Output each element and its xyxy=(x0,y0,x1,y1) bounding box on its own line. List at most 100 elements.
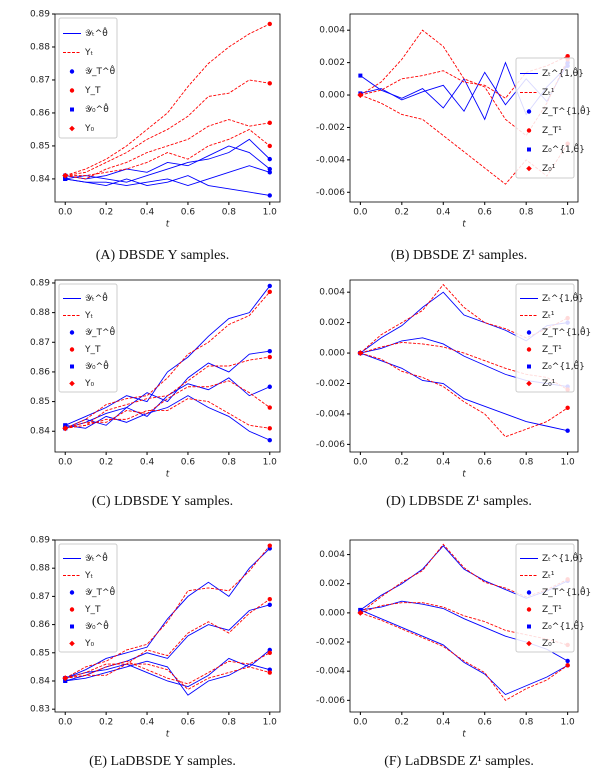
start-marker xyxy=(358,607,363,612)
y-tick-label: 0.002 xyxy=(319,58,345,68)
end-marker xyxy=(267,426,272,431)
caption: (C) LDBSDE Y samples. xyxy=(92,494,233,509)
x-tick-label: 0.0 xyxy=(353,458,368,468)
legend-label: Yₜ xyxy=(84,311,93,321)
axes-frame xyxy=(54,13,281,203)
x-tick-label: 0.8 xyxy=(222,458,237,468)
legend-marker xyxy=(527,364,531,369)
end-marker xyxy=(267,81,272,86)
sample-path xyxy=(65,380,271,429)
sample-path xyxy=(360,341,568,390)
y-tick-label: 0.002 xyxy=(319,318,345,328)
legend-label: Z₀¹ xyxy=(542,164,556,174)
start-marker xyxy=(63,678,68,683)
start-marker xyxy=(62,675,69,681)
x-tick-label: 0.0 xyxy=(353,718,368,728)
x-tick-label: 0.6 xyxy=(478,718,493,728)
x-tick-label: 1.0 xyxy=(263,208,278,218)
sample-path xyxy=(360,29,569,137)
end-marker xyxy=(267,193,272,198)
caption: (B) DBSDE Z¹ samples. xyxy=(391,248,527,263)
end-marker xyxy=(267,602,272,608)
sample-path xyxy=(65,652,270,685)
end-marker xyxy=(565,405,570,411)
y-tick-label: 0.87 xyxy=(30,592,50,602)
x-tick-label: 0.4 xyxy=(140,718,155,728)
y-tick-label: 0.85 xyxy=(30,648,50,658)
start-marker xyxy=(357,350,364,356)
legend-label: Z_T¹ xyxy=(542,345,562,355)
legend-marker xyxy=(69,607,75,612)
legend-marker xyxy=(69,88,75,93)
legend-label: Yₜ xyxy=(84,48,93,58)
x-axis-label: t xyxy=(166,220,170,230)
legend-label: Z_T^{1,θ̂} xyxy=(542,585,591,598)
legend-marker xyxy=(527,624,531,629)
sample-path xyxy=(360,609,568,696)
y-tick-label: 0.89 xyxy=(30,10,50,20)
y-tick-label: 0.000 xyxy=(319,349,345,359)
sample-path xyxy=(65,165,270,186)
sample-path xyxy=(65,128,271,177)
legend-marker xyxy=(69,640,75,647)
caption: (E) LaDBSDE Y samples. xyxy=(89,754,236,769)
y-tick-label: -0.002 xyxy=(316,638,345,648)
y-tick-label: -0.002 xyxy=(316,123,345,133)
start-marker xyxy=(358,73,363,78)
x-axis-label: t xyxy=(462,220,466,230)
legend-marker xyxy=(526,590,532,595)
start-marker xyxy=(63,176,68,181)
end-marker xyxy=(267,170,272,175)
legend-label: Z_T¹ xyxy=(542,605,562,615)
sample-path xyxy=(65,598,271,679)
legend-label: 𝒴_T^θ̂ xyxy=(85,64,116,77)
legend-label: Yₜ xyxy=(84,571,93,581)
legend-label: Zₜ¹ xyxy=(542,571,555,581)
y-tick-label: -0.002 xyxy=(316,379,345,389)
end-marker xyxy=(267,437,272,443)
sample-path xyxy=(360,352,568,438)
legend-label: Z₀^{1,θ̂} xyxy=(542,619,585,632)
x-tick-label: 0.0 xyxy=(58,208,73,218)
x-tick-label: 1.0 xyxy=(263,718,278,728)
x-axis-label: t xyxy=(462,470,466,480)
sample-path xyxy=(65,660,270,696)
legend-marker xyxy=(526,330,532,335)
end-marker xyxy=(267,289,272,295)
y-tick-label: 0.86 xyxy=(30,367,50,377)
x-axis-label: t xyxy=(166,730,170,740)
x-tick-label: 0.6 xyxy=(181,718,196,728)
legend-label: Y₀ xyxy=(84,124,94,134)
legend-marker xyxy=(70,624,74,629)
y-tick-label: 0.000 xyxy=(319,608,345,618)
x-tick-label: 1.0 xyxy=(263,458,278,468)
x-tick-label: 0.2 xyxy=(395,458,409,468)
legend-marker xyxy=(70,107,74,112)
end-marker xyxy=(267,650,272,655)
x-tick-label: 0.0 xyxy=(353,208,368,218)
legend-label: Z_T^{1,θ̂} xyxy=(542,325,591,338)
axes-frame xyxy=(349,13,579,203)
axes-frame xyxy=(349,279,579,453)
end-marker xyxy=(267,283,272,289)
x-tick-label: 0.4 xyxy=(436,458,451,468)
x-tick-label: 0.0 xyxy=(58,458,73,468)
x-tick-label: 0.8 xyxy=(519,458,534,468)
y-tick-label: 0.87 xyxy=(30,75,50,85)
y-tick-label: 0.004 xyxy=(319,26,345,36)
legend-label: Z₀^{1,θ̂} xyxy=(542,142,585,155)
x-tick-label: 1.0 xyxy=(560,718,575,728)
sample-path xyxy=(65,119,270,180)
x-tick-label: 0.4 xyxy=(436,208,451,218)
x-tick-label: 0.8 xyxy=(222,718,237,728)
y-tick-label: -0.006 xyxy=(316,188,345,198)
caption: (A) DBSDE Y samples. xyxy=(96,248,230,263)
y-tick-label: -0.006 xyxy=(316,440,345,450)
legend-label: Zₜ^{1,θ̂} xyxy=(542,291,584,304)
x-tick-label: 1.0 xyxy=(560,458,575,468)
sample-path xyxy=(65,145,271,180)
x-tick-label: 0.4 xyxy=(140,208,155,218)
legend-label: Z_T^{1,θ̂} xyxy=(542,104,591,117)
x-tick-label: 0.2 xyxy=(99,208,113,218)
